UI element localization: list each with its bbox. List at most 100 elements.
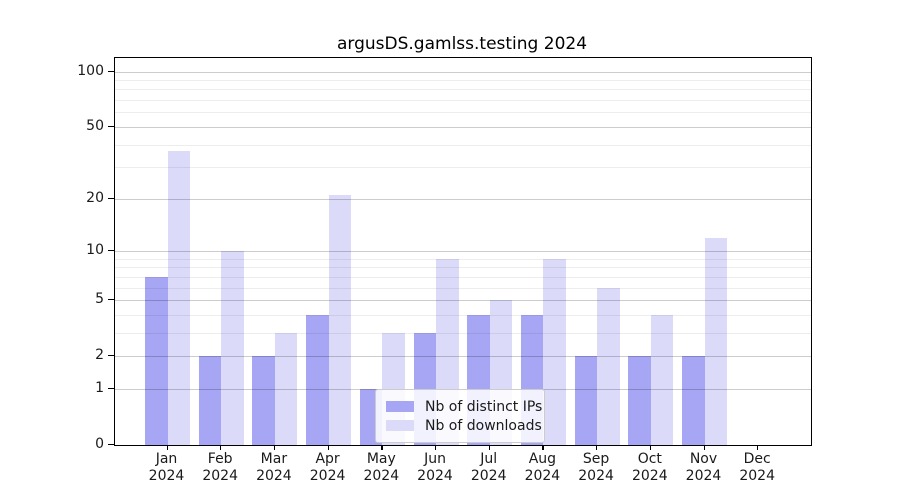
x-tick-year: 2024 <box>685 468 722 484</box>
gridline-minor <box>115 167 811 169</box>
x-tick-month: May <box>366 451 396 467</box>
plot-area <box>114 57 812 446</box>
x-tick-year: 2024 <box>739 468 775 484</box>
bar-downloads-feb <box>221 251 244 445</box>
gridline-minor <box>115 80 811 82</box>
x-axis-tick-label: Dec 2024 <box>725 451 789 485</box>
x-tick-year: 2024 <box>417 468 453 484</box>
y-axis-tick-label: 20 <box>86 189 104 206</box>
chart-title: argusDS.gamlss.testing 2024 <box>336 34 588 54</box>
x-tick-month: Jan <box>155 451 178 467</box>
legend-label: Nb of downloads <box>425 417 542 434</box>
x-axis-tick-label: Jan 2024 <box>135 451 199 485</box>
bar-downloads-aug <box>543 258 566 445</box>
y-axis-tick-label: 10 <box>86 242 104 258</box>
x-tick-month: Nov <box>689 451 718 467</box>
x-tick-year: 2024 <box>148 468 185 484</box>
gridline-minor <box>115 144 811 146</box>
x-tick-year: 2024 <box>309 468 346 484</box>
x-tick-mark <box>649 445 652 450</box>
bar-distinct-ips-nov <box>682 356 705 445</box>
gridline-minor <box>115 287 811 289</box>
x-axis-tick-label: Oct 2024 <box>618 451 682 485</box>
bar-distinct-ips-feb <box>198 356 222 445</box>
y-tick-mark <box>108 299 114 301</box>
y-tick-mark <box>108 70 114 72</box>
x-axis-tick-label: Jun 2024 <box>403 451 467 485</box>
y-tick-mark <box>108 387 114 390</box>
y-axis-tick-label: 0 <box>95 436 104 452</box>
x-tick-year: 2024 <box>631 468 668 484</box>
x-tick-month: Jun <box>424 451 446 467</box>
x-axis-tick-label: Sep 2024 <box>564 451 628 485</box>
legend-label: Nb of distinct IPs <box>425 398 543 415</box>
bar-downloads-oct <box>650 314 674 445</box>
y-tick-mark <box>108 197 114 199</box>
gridline-minor <box>115 100 811 102</box>
x-tick-month: Feb <box>207 451 233 467</box>
x-tick-month: Dec <box>743 451 771 467</box>
gridline-major <box>115 71 811 73</box>
x-tick-year: 2024 <box>470 468 507 484</box>
legend-item: Nb of downloads <box>386 416 542 435</box>
bar-distinct-ips-apr <box>306 314 329 445</box>
gridline-major <box>115 126 811 128</box>
gridline-minor <box>115 258 811 260</box>
x-tick-mark <box>273 445 276 450</box>
gridline-minor <box>115 314 811 316</box>
y-tick-mark <box>108 125 114 128</box>
x-tick-year: 2024 <box>578 468 614 484</box>
x-tick-mark <box>327 445 329 450</box>
x-tick-month: Aug <box>528 451 557 467</box>
legend-item: Nb of distinct IPs <box>386 397 542 416</box>
gridline-minor <box>115 112 811 114</box>
legend-swatch-icon <box>386 401 414 412</box>
x-tick-month: Oct <box>637 451 662 467</box>
y-tick-mark <box>108 355 114 357</box>
x-tick-year: 2024 <box>363 468 400 484</box>
legend-swatch-icon <box>386 420 414 431</box>
x-tick-mark <box>220 445 222 450</box>
x-axis-tick-label: Jul 2024 <box>457 451 521 485</box>
legend: Nb of distinct IPs Nb of downloads <box>375 389 545 443</box>
y-tick-mark <box>108 250 114 252</box>
x-axis-tick-label: May 2024 <box>349 451 413 485</box>
bar-distinct-ips-mar <box>252 356 275 445</box>
bar-distinct-ips-jan <box>145 276 168 445</box>
gridline-minor <box>115 276 811 278</box>
bar-downloads-apr <box>328 194 352 445</box>
x-tick-month: Jul <box>480 451 498 467</box>
y-axis-tick-label: 100 <box>77 62 104 79</box>
x-axis-tick-label: Aug 2024 <box>510 451 574 485</box>
gridline-minor <box>115 89 811 91</box>
x-tick-mark <box>381 445 383 450</box>
gridline-major <box>115 198 811 200</box>
x-tick-mark <box>435 445 437 450</box>
y-axis-tick-label: 2 <box>95 347 104 364</box>
x-tick-year: 2024 <box>202 468 238 484</box>
x-axis-tick-label: Apr 2024 <box>296 451 360 485</box>
x-tick-month: Sep <box>582 451 610 467</box>
bar-downloads-mar <box>274 332 298 445</box>
x-tick-month: Mar <box>260 451 288 467</box>
bar-distinct-ips-sep <box>574 356 598 445</box>
x-tick-mark <box>757 445 759 450</box>
bar-distinct-ips-oct <box>628 356 651 445</box>
gridline-major <box>115 251 811 252</box>
gridline-minor <box>115 332 811 334</box>
y-axis-tick-label: 5 <box>95 291 104 308</box>
x-tick-mark <box>488 445 490 450</box>
bar-downloads-sep <box>597 287 620 445</box>
x-axis-tick-label: Feb 2024 <box>188 451 252 485</box>
x-tick-month: Apr <box>315 451 340 467</box>
gridline-major <box>115 356 811 358</box>
x-tick-mark <box>596 445 598 450</box>
x-tick-year: 2024 <box>256 468 292 484</box>
y-axis-tick-label: 50 <box>86 117 104 134</box>
gridline-major <box>115 300 811 302</box>
x-tick-year: 2024 <box>524 468 561 484</box>
x-tick-mark <box>542 445 544 450</box>
y-tick-mark <box>108 444 114 446</box>
bar-downloads-jan <box>167 150 190 445</box>
